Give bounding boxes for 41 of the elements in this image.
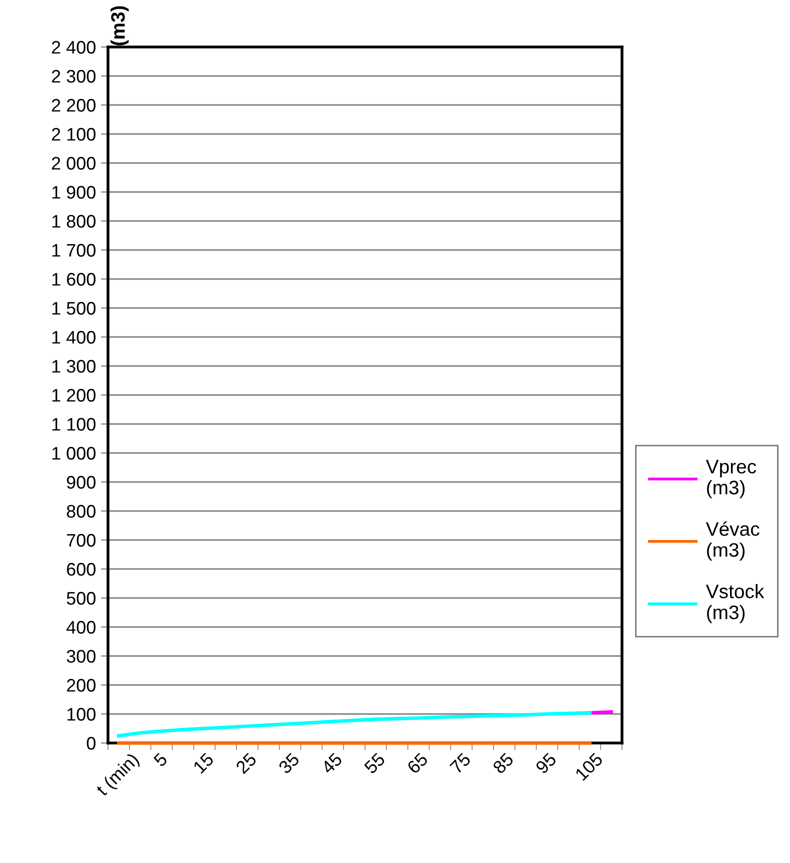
- x-tick-label: 65: [406, 752, 429, 774]
- y-tick-label: 1 300: [52, 360, 96, 373]
- x-tick-label: 45: [320, 752, 343, 775]
- y-tick-label: 100: [67, 708, 96, 721]
- y-tick-label: 1 600: [52, 272, 96, 286]
- y-tick-label: 1 400: [52, 330, 96, 344]
- y-tick-label: 1 200: [52, 388, 96, 402]
- y-tick-label: 900: [66, 476, 96, 489]
- y-tick-label: 1 000: [52, 446, 96, 460]
- y-tick-label: 2 300: [52, 70, 96, 83]
- legend-label: Vprec (m3): [706, 460, 756, 498]
- y-axis-title: (m3): [110, 6, 129, 46]
- y-tick-label: 1 700: [52, 244, 96, 257]
- y-tick-label: 0: [86, 736, 96, 750]
- legend-label: Vévac (m3): [706, 521, 760, 561]
- y-tick-label: 800: [66, 504, 96, 518]
- x-tick-label: 105: [574, 752, 604, 782]
- y-tick-label: 2 100: [52, 128, 96, 141]
- x-tick-label: 5: [153, 752, 168, 768]
- x-tick-label: 75: [449, 752, 472, 774]
- x-tick-label: 95: [534, 752, 558, 774]
- x-tick-label: 15: [192, 752, 214, 774]
- x-tick-label: 35: [278, 752, 300, 774]
- x-tick-label: 25: [235, 752, 258, 774]
- y-tick-label: 700: [67, 534, 96, 547]
- y-tick-label: 500: [66, 592, 96, 605]
- y-tick-label: 1 500: [52, 302, 96, 315]
- y-tick-label: 300: [66, 650, 96, 663]
- y-tick-label: 2 400: [52, 40, 96, 54]
- line-series: [116, 711, 592, 738]
- y-tick-label: 1 800: [52, 214, 96, 228]
- legend-label: Vstock (m3): [706, 584, 764, 624]
- y-tick-label: 2 200: [52, 98, 96, 112]
- y-tick-label: 2 000: [52, 156, 96, 170]
- x-tick-label: 85: [492, 752, 514, 774]
- x-tick-label: 55: [364, 752, 386, 774]
- y-tick-label: 600: [66, 562, 96, 576]
- y-tick-label: 1 100: [52, 418, 96, 431]
- y-tick-label: 400: [66, 620, 96, 634]
- y-tick-label: 200: [66, 678, 96, 692]
- y-tick-label: 1 900: [52, 186, 96, 199]
